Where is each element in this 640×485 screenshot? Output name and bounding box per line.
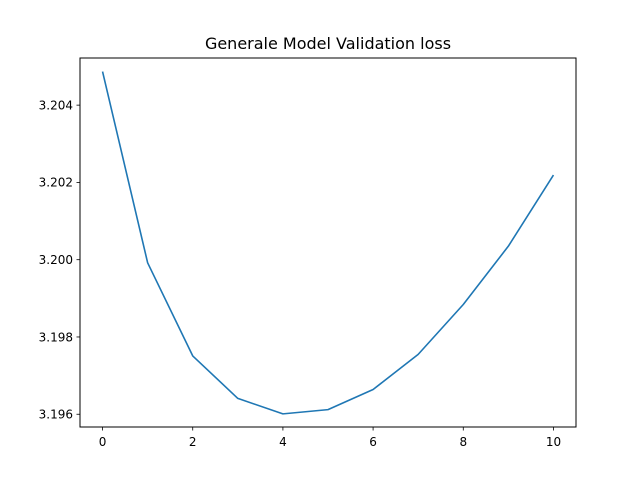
x-tick-label: 8	[459, 435, 467, 449]
y-axis: 3.196 3.198 3.200 3.202 3.204	[39, 98, 80, 422]
chart-title: Generale Model Validation loss	[205, 34, 451, 53]
x-tick-label: 0	[99, 435, 107, 449]
y-tick-label: 3.196	[39, 408, 73, 422]
x-tick-label: 6	[369, 435, 377, 449]
y-tick-label: 3.204	[39, 98, 73, 112]
x-tick-label: 10	[546, 435, 561, 449]
y-tick-label: 3.200	[39, 253, 73, 267]
x-axis: 0 2 4 6 8 10	[99, 427, 561, 449]
series-line	[101, 71, 555, 415]
y-tick-label: 3.202	[39, 176, 73, 190]
x-tick-label: 2	[189, 435, 197, 449]
plot-frame	[79, 57, 577, 428]
y-tick-label: 3.198	[39, 330, 73, 344]
x-tick-label: 4	[279, 435, 287, 449]
series-layer	[101, 71, 555, 415]
